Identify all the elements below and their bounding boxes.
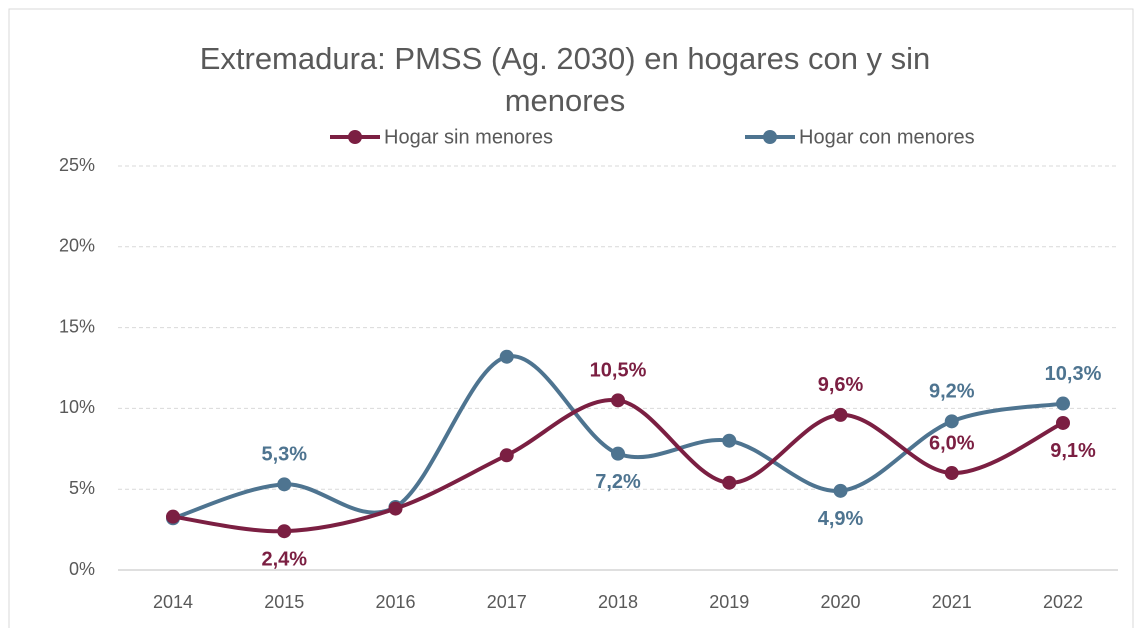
y-tick-label: 15% bbox=[59, 316, 95, 336]
x-tick-label: 2021 bbox=[932, 592, 972, 612]
legend-marker bbox=[763, 130, 777, 144]
series-line bbox=[172, 354, 1064, 521]
x-tick-label: 2018 bbox=[598, 592, 638, 612]
legend-marker bbox=[348, 130, 362, 144]
data-point bbox=[1056, 415, 1070, 430]
y-tick-label: 0% bbox=[69, 559, 95, 579]
legend-label: Hogar con menores bbox=[799, 126, 975, 148]
chart-border bbox=[8, 8, 1134, 628]
series-line bbox=[172, 398, 1064, 534]
x-tick-label: 2015 bbox=[264, 592, 304, 612]
data-label: 9,1% bbox=[1050, 440, 1096, 462]
x-tick-label: 2016 bbox=[375, 592, 415, 612]
x-tick-label: 2014 bbox=[153, 592, 193, 612]
data-label: 9,2% bbox=[929, 381, 975, 403]
x-tick-label: 2019 bbox=[709, 592, 749, 612]
data-point bbox=[611, 446, 625, 461]
data-point bbox=[499, 349, 514, 364]
y-tick-label: 10% bbox=[59, 397, 95, 417]
chart-title: Extremadura: PMSS (Ag. 2030) en hogares … bbox=[199, 41, 931, 118]
data-point bbox=[388, 501, 403, 516]
data-point bbox=[722, 475, 737, 490]
data-point bbox=[944, 414, 959, 429]
legend-label: Hogar sin menores bbox=[384, 126, 553, 148]
data-label: 10,3% bbox=[1045, 363, 1102, 385]
data-point bbox=[1056, 396, 1070, 411]
data-point bbox=[611, 393, 625, 408]
data-point bbox=[166, 509, 180, 524]
data-label: 7,2% bbox=[595, 471, 641, 493]
data-point bbox=[944, 466, 959, 481]
data-label: 4,9% bbox=[818, 508, 864, 530]
data-point bbox=[277, 524, 292, 539]
data-point bbox=[277, 477, 292, 492]
data-label: 2,4% bbox=[261, 548, 307, 570]
data-point bbox=[499, 448, 514, 463]
y-tick-label: 5% bbox=[69, 478, 95, 498]
y-tick-label: 25% bbox=[59, 155, 95, 175]
data-point bbox=[833, 407, 848, 422]
data-label: 10,5% bbox=[590, 360, 647, 382]
data-point bbox=[722, 433, 737, 448]
data-label: 5,3% bbox=[261, 444, 307, 466]
data-label: 9,6% bbox=[818, 374, 864, 396]
x-tick-label: 2017 bbox=[487, 592, 527, 612]
y-tick-label: 20% bbox=[59, 236, 95, 256]
data-point bbox=[833, 483, 848, 498]
data-label: 6,0% bbox=[929, 432, 975, 454]
x-tick-label: 2020 bbox=[820, 592, 860, 612]
x-tick-label: 2022 bbox=[1043, 592, 1083, 612]
